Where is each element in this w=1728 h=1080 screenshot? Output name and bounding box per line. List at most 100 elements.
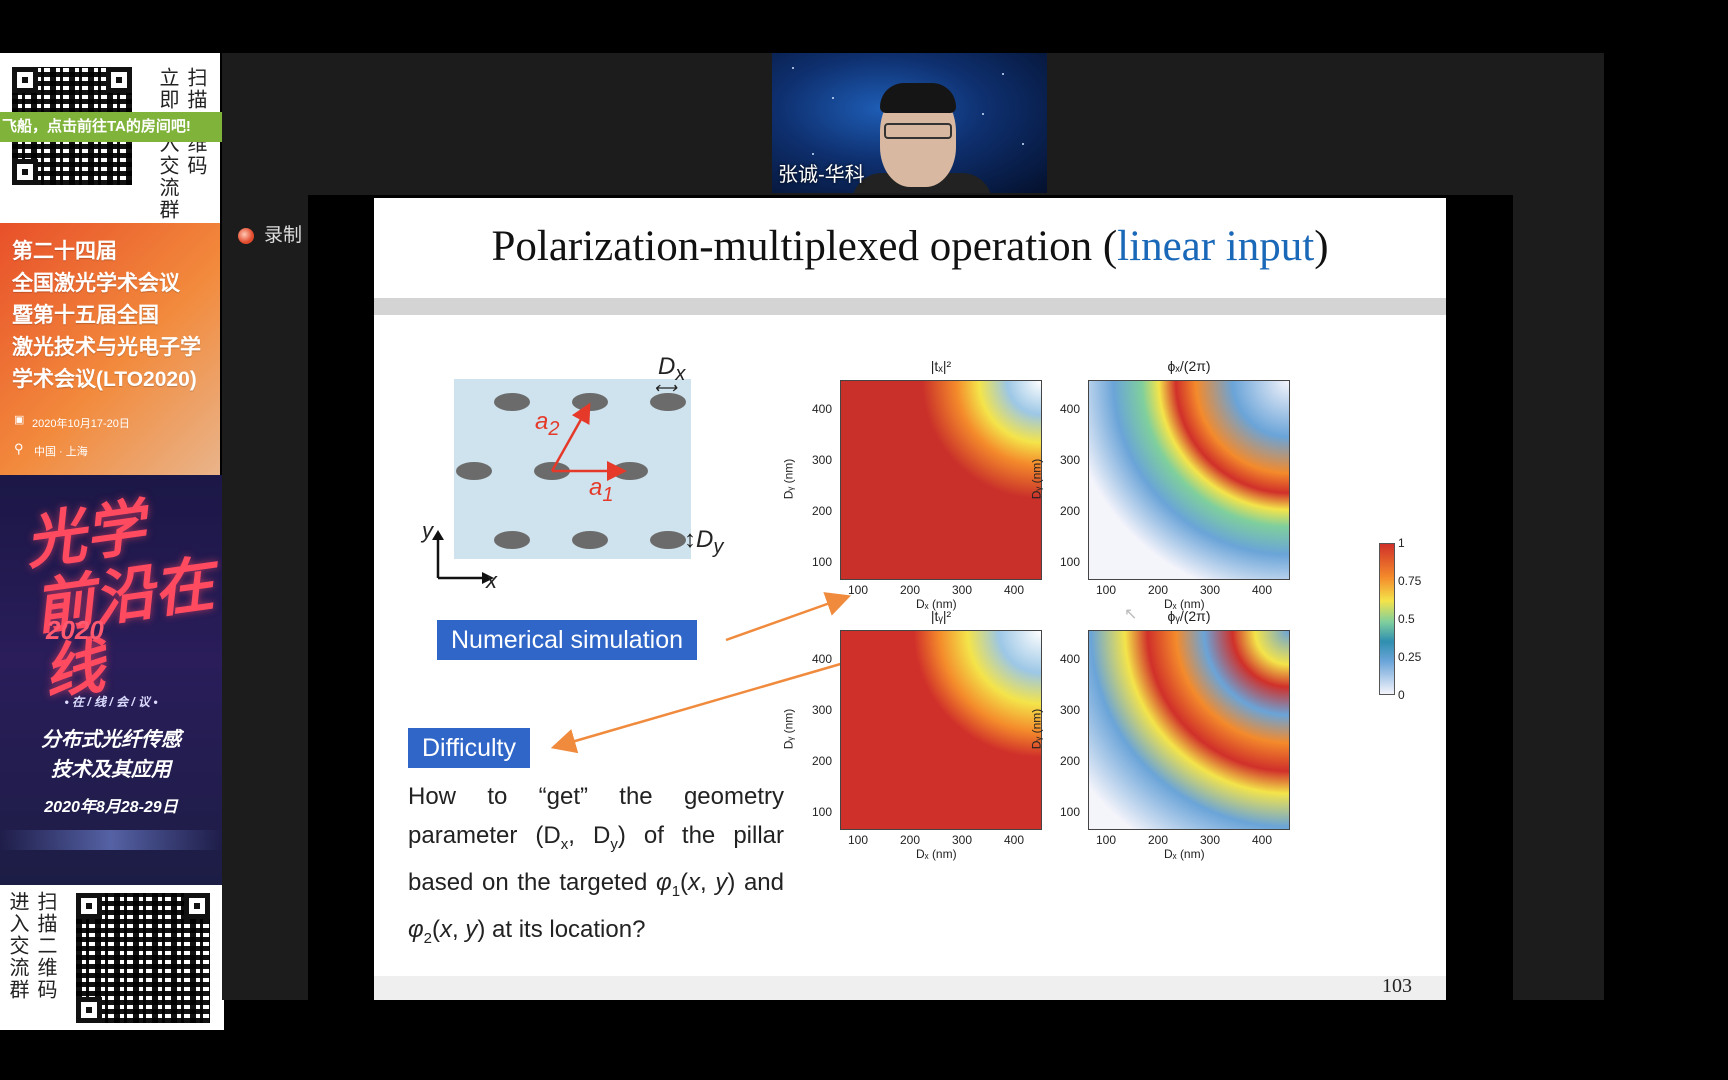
mouse-cursor-icon: ↖	[1124, 606, 1138, 623]
conf-line-4: 激光技术与光电子学	[12, 336, 201, 359]
y-tick-label: 200	[812, 504, 833, 518]
y-tick-label: 400	[1060, 652, 1081, 666]
qr-code-bottom-panel: 扫描二维码 进入交流群	[0, 885, 224, 1030]
record-dot-icon	[238, 227, 254, 244]
y-tick-label: 200	[1060, 504, 1081, 518]
label-a1: a1	[589, 474, 614, 506]
label-dy: ↕Dy	[684, 526, 724, 558]
heatmap-plot	[1088, 630, 1290, 830]
y-tick-label: 300	[812, 453, 833, 467]
page-number: 103	[1382, 975, 1412, 997]
promo-online-tag: • 在 / 线 / 会 / 议 •	[64, 695, 158, 709]
x-tick-label: 300	[952, 583, 973, 597]
label-axis-y: y	[422, 518, 433, 543]
heatmap-plot	[840, 630, 1042, 830]
x-tick-label: 100	[1096, 833, 1117, 847]
calendar-icon: ▣	[14, 414, 25, 426]
promo-banner: 光学 前沿在线 2020 • 在 / 线 / 会 / 议 • 分布式光纤传感 技术…	[0, 475, 222, 885]
heatmap-plot	[840, 380, 1042, 580]
qr-caption-join: 立即进入交流群	[156, 67, 180, 221]
x-tick-label: 400	[1004, 583, 1025, 597]
promo-calligraphy: 光学 前沿在线	[20, 492, 219, 710]
promo-topic-2: 技术及其应用	[51, 759, 171, 781]
record-indicator[interactable]: 录制	[238, 220, 302, 247]
y-tick-label: 200	[1060, 754, 1081, 768]
promo-glow	[0, 830, 222, 850]
slide-title: Polarization-multiplexed operation (line…	[491, 223, 1329, 270]
conf-line-3: 暨第十五届全国	[12, 304, 159, 327]
y-tick-label: 400	[812, 402, 833, 416]
heatmap-plot	[1088, 380, 1290, 580]
x-axis-label: Dₓ (nm)	[1164, 847, 1205, 861]
y-axis-label: Dᵧ (nm)	[1029, 458, 1044, 500]
y-tick-label: 300	[812, 703, 833, 717]
conf-line-5: 学术会议(LTO2020)	[12, 368, 197, 391]
record-label: 录制	[264, 225, 303, 246]
y-axis-label: Dᵧ (nm)	[1029, 708, 1044, 750]
y-tick-label: 400	[812, 652, 833, 666]
conf-location: 中国 · 上海	[34, 446, 88, 458]
label-a2: a2	[535, 408, 560, 440]
x-tick-label: 300	[1200, 583, 1221, 597]
conf-line-1: 第二十四届	[12, 240, 117, 263]
colorbar-tick: 0	[1398, 688, 1405, 702]
y-tick-label: 300	[1060, 453, 1081, 467]
plot-title: ϕᵧ/(2π)	[1167, 608, 1211, 624]
x-tick-label: 100	[848, 833, 869, 847]
label-dx: Dx	[658, 353, 686, 385]
x-tick-label: 200	[900, 583, 921, 597]
speaker-name: 张诚-华科	[778, 164, 865, 186]
conf-date: 2020年10月17-20日	[32, 418, 130, 430]
plot-title: |tᵧ|²	[930, 608, 952, 624]
presentation-slide: Polarization-multiplexed operation (line…	[374, 198, 1446, 1000]
label-axis-x: x	[486, 568, 497, 593]
y-tick-label: 100	[812, 555, 833, 569]
promo-year: 2020	[46, 615, 104, 645]
x-tick-label: 400	[1252, 833, 1273, 847]
x-tick-label: 200	[1148, 583, 1169, 597]
y-axis-label: Dᵧ (nm)	[781, 458, 796, 500]
conf-line-2: 全国激光学术会议	[12, 272, 180, 295]
colorbar-tick: 0.5	[1398, 612, 1415, 626]
label-dx-arrow: ⟷	[654, 380, 677, 397]
promo-date: 2020年8月28-29日	[44, 799, 178, 816]
x-axis-label: Dₓ (nm)	[916, 847, 957, 861]
axes-arrow-icon	[432, 530, 494, 584]
colorbar-tick: 1	[1398, 536, 1405, 550]
numerical-simulation-box: Numerical simulation	[437, 620, 698, 660]
x-tick-label: 400	[1252, 583, 1273, 597]
title-highlight: linear input	[1117, 223, 1315, 270]
colorbar	[1379, 543, 1395, 695]
x-tick-label: 200	[1148, 833, 1169, 847]
y-tick-label: 200	[812, 754, 833, 768]
plot-title: |tₓ|²	[930, 358, 952, 374]
slide-footer	[374, 976, 1446, 1000]
promo-topic-1: 分布式光纤传感	[41, 729, 181, 751]
x-tick-label: 300	[1200, 833, 1221, 847]
y-tick-label: 100	[812, 805, 833, 819]
x-tick-label: 400	[1004, 833, 1025, 847]
difficulty-box: Difficulty	[408, 728, 531, 768]
conference-banner: 第二十四届 全国激光学术会议 暨第十五届全国 激光技术与光电子学 学术会议(LT…	[0, 223, 220, 475]
qr-caption-bottom-1: 扫描二维码	[34, 891, 58, 1001]
title-divider	[374, 298, 1446, 315]
speaker-webcam[interactable]: 张诚-华科	[772, 53, 1047, 193]
difficulty-question: How to “get” the geometry parameter (Dx,…	[408, 783, 785, 947]
x-axis-label: Dₓ (nm)	[916, 597, 957, 611]
colorbar-tick: 0.25	[1398, 650, 1422, 664]
x-tick-label: 100	[1096, 583, 1117, 597]
location-pin-icon: ⚲	[14, 441, 24, 456]
x-tick-label: 200	[900, 833, 921, 847]
x-axis-label: Dₓ (nm)	[1164, 597, 1205, 611]
y-tick-label: 300	[1060, 703, 1081, 717]
y-tick-label: 400	[1060, 402, 1081, 416]
colorbar-tick: 0.75	[1398, 574, 1422, 588]
x-tick-label: 300	[952, 833, 973, 847]
plot-title: ϕₓ/(2π)	[1167, 358, 1211, 374]
y-tick-label: 100	[1060, 805, 1081, 819]
y-axis-label: Dᵧ (nm)	[781, 708, 796, 750]
qr-caption-bottom-2: 进入交流群	[6, 891, 30, 1001]
pillar-lattice-diagram	[454, 379, 691, 559]
y-tick-label: 100	[1060, 555, 1081, 569]
x-tick-label: 100	[848, 583, 869, 597]
